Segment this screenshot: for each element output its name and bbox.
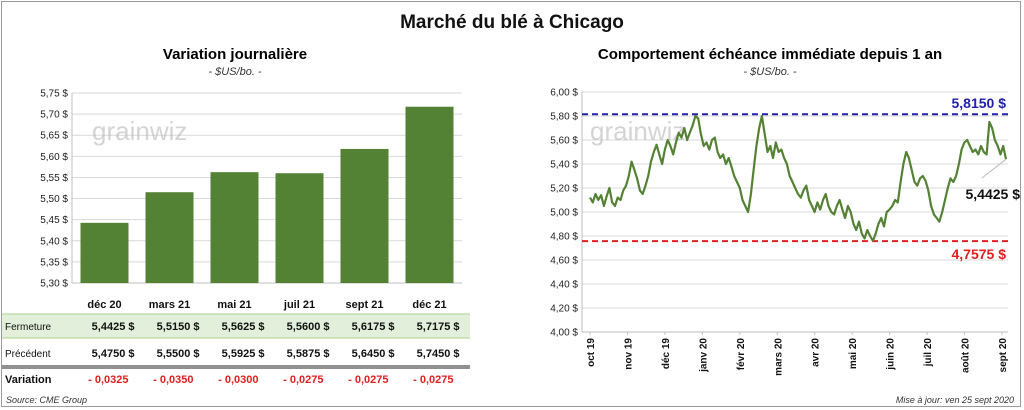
previous-value: 5,4750 $ (92, 348, 135, 360)
change-value: - 0,0325 (88, 374, 128, 386)
change-value: - 0,0350 (153, 374, 193, 386)
change-value: - 0,0275 (348, 374, 388, 386)
previous-value: 5,7450 $ (417, 348, 460, 360)
close-value: 5,6175 $ (352, 321, 395, 333)
bar (80, 222, 129, 283)
previous-value: 5,5500 $ (157, 348, 200, 360)
line-y-tick-label: 5,00 $ (550, 208, 578, 219)
line-y-tick-label: 4,20 $ (550, 304, 578, 315)
table-row-label: Variation (5, 374, 52, 386)
line-x-tick-label: janv 20 (698, 338, 709, 373)
line-x-tick-label: nov 19 (623, 338, 634, 370)
line-x-tick-label: juin 20 (886, 338, 897, 371)
low-label: 4,7575 $ (952, 246, 1007, 262)
previous-value: 5,6450 $ (352, 348, 395, 360)
close-value: 5,5625 $ (222, 321, 265, 333)
bar-x-tick-label: mai 21 (217, 299, 251, 311)
grainwiz-logo-right: grainwiz (590, 116, 685, 146)
close-value: 5,5150 $ (157, 321, 200, 333)
left-chart-unit: - $US/bo. - (208, 66, 262, 78)
close-row-band (2, 314, 470, 338)
bar-x-tick-label: mars 21 (149, 299, 191, 311)
price-series-line (589, 114, 1008, 242)
line-x-tick-label: déc 19 (661, 338, 672, 370)
bar (340, 148, 389, 283)
line-x-tick-label: févr 20 (736, 338, 747, 371)
line-x-tick-label: août 20 (961, 338, 972, 373)
bar-y-tick-label: 5,75 $ (40, 89, 68, 100)
bar-x-tick-label: déc 21 (412, 299, 446, 311)
previous-value: 5,5875 $ (287, 348, 330, 360)
grainwiz-logo-left: grainwiz (92, 116, 187, 146)
line-x-tick-label: mars 20 (773, 338, 784, 376)
line-y-tick-label: 5,40 $ (550, 160, 578, 171)
bar-x-tick-label: juil 21 (283, 299, 315, 311)
bar-y-tick-label: 5,65 $ (40, 131, 68, 142)
close-value: 5,4425 $ (92, 321, 135, 333)
right-chart-title: Comportement échéance immédiate depuis 1… (597, 46, 943, 63)
line-x-tick-label: juil 20 (923, 338, 934, 368)
table-row-label: Précédent (5, 349, 51, 360)
right-chart-unit: - $US/bo. - (743, 66, 797, 78)
line-y-tick-label: 6,00 $ (550, 88, 578, 99)
line-y-tick-label: 4,40 $ (550, 280, 578, 291)
close-value: 5,5600 $ (287, 321, 330, 333)
change-value: - 0,0300 (218, 374, 258, 386)
last-value-leader (981, 158, 1007, 179)
bar-x-tick-label: déc 20 (87, 299, 121, 311)
bar (275, 173, 324, 283)
change-value: - 0,0275 (283, 374, 323, 386)
bar (145, 192, 194, 283)
bar (210, 172, 259, 283)
bar-y-tick-label: 5,40 $ (40, 236, 68, 247)
line-y-tick-label: 5,60 $ (550, 136, 578, 147)
line-x-tick-label: sept 20 (998, 338, 1009, 373)
line-y-tick-label: 4,60 $ (550, 256, 578, 267)
bar-y-tick-label: 5,70 $ (40, 110, 68, 121)
line-x-tick-label: avr 20 (811, 338, 822, 367)
bar-y-tick-label: 5,30 $ (40, 279, 68, 290)
high-label: 5,8150 $ (952, 95, 1007, 111)
last-value-label: 5,4425 $ (966, 186, 1021, 202)
bar-y-tick-label: 5,50 $ (40, 194, 68, 205)
close-value: 5,7175 $ (417, 321, 460, 333)
update-note: Mise à jour: ven 25 sept 2020 (895, 395, 1014, 405)
line-y-tick-label: 4,80 $ (550, 232, 578, 243)
bar-y-tick-label: 5,35 $ (40, 257, 68, 268)
line-y-tick-label: 5,20 $ (550, 184, 578, 195)
line-x-tick-label: oct 19 (586, 338, 597, 367)
bar-y-tick-label: 5,60 $ (40, 152, 68, 163)
change-value: - 0,0275 (413, 374, 453, 386)
bar-x-tick-label: sept 21 (346, 299, 384, 311)
bar-y-tick-label: 5,55 $ (40, 173, 68, 184)
previous-value: 5,5925 $ (222, 348, 265, 360)
table-row-label: Fermeture (5, 322, 52, 333)
line-y-tick-label: 4,00 $ (550, 328, 578, 339)
page-title: Marché du blé à Chicago (400, 12, 624, 33)
left-chart-title: Variation journalière (162, 46, 308, 63)
bar (405, 106, 454, 283)
source-note: Source: CME Group (6, 395, 88, 405)
line-x-tick-label: mai 20 (848, 338, 859, 370)
bar-y-tick-label: 5,45 $ (40, 215, 68, 226)
line-y-tick-label: 5,80 $ (550, 112, 578, 123)
